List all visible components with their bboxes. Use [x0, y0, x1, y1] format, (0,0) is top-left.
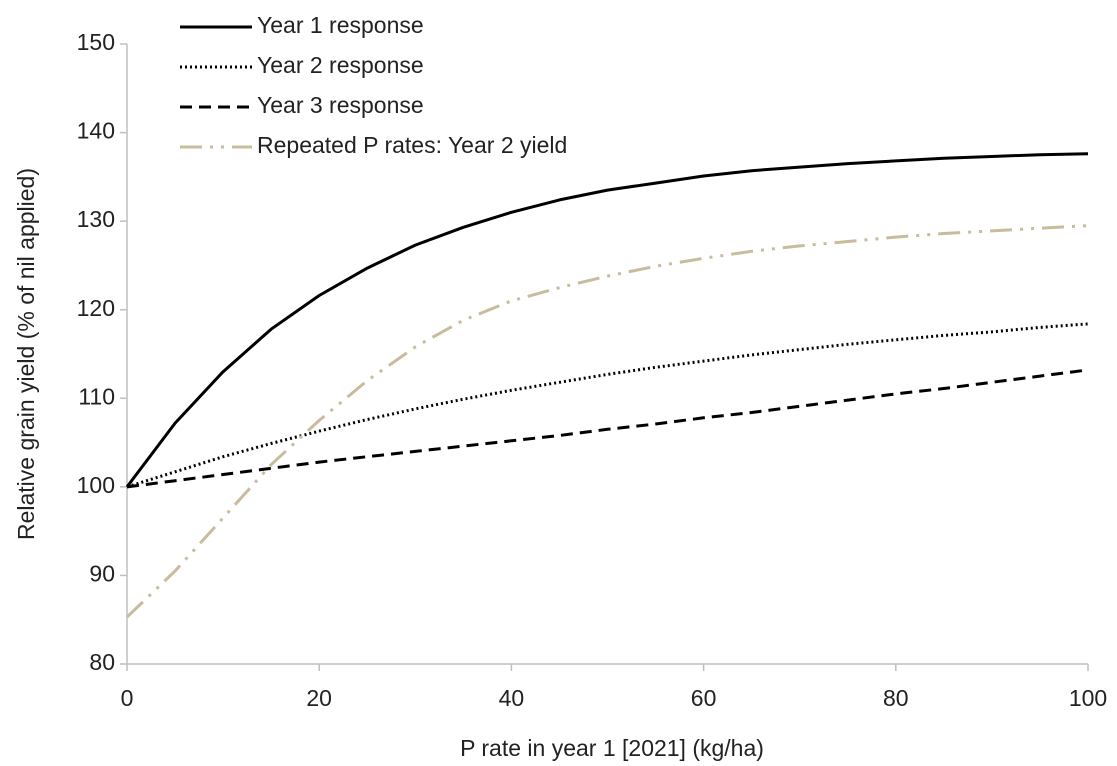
- y-tick-label: 150: [77, 29, 115, 55]
- legend-label: Year 3 response: [257, 92, 424, 118]
- x-tick-label: 60: [691, 685, 717, 711]
- x-tick-label: 0: [121, 685, 134, 711]
- y-tick-label: 90: [89, 561, 115, 587]
- legend-label: Year 2 response: [257, 52, 424, 78]
- series-line: [126, 322, 1089, 489]
- x-tick-label: 20: [306, 685, 332, 711]
- legend-label: Repeated P rates: Year 2 yield: [257, 132, 567, 158]
- x-tick-label: 80: [883, 685, 909, 711]
- series-line: [126, 368, 1089, 489]
- y-tick-label: 100: [77, 472, 115, 498]
- y-tick-label: 120: [77, 295, 115, 321]
- x-axis-title: P rate in year 1 [2021] (kg/ha): [460, 735, 764, 761]
- x-tick-label: 100: [1069, 685, 1107, 711]
- y-tick-label: 80: [89, 649, 115, 675]
- series-line: [125, 224, 1089, 619]
- x-tick-label: 40: [499, 685, 525, 711]
- y-tick-label: 140: [77, 118, 115, 144]
- y-axis-title: Relative grain yield (% of nil applied): [13, 168, 39, 540]
- y-tick-label: 130: [77, 206, 115, 232]
- series-line: [125, 152, 1089, 488]
- legend-label: Year 1 response: [257, 12, 424, 38]
- y-tick-label: 110: [78, 383, 115, 409]
